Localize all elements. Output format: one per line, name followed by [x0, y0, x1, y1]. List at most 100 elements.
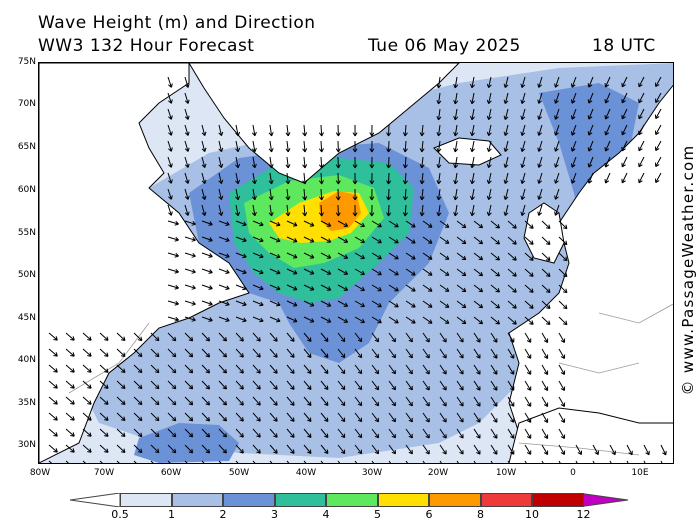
wave-direction-arrow [609, 460, 612, 463]
wave-direction-arrow [320, 236, 332, 243]
wave-direction-arrow [82, 364, 92, 373]
wave-direction-arrow [541, 412, 549, 423]
wave-direction-arrow [558, 284, 568, 294]
wave-direction-arrow [150, 460, 154, 463]
wave-direction-arrow [369, 156, 375, 169]
wave-direction-arrow [470, 108, 475, 121]
wave-direction-arrow [320, 268, 332, 275]
wave-direction-arrow [439, 300, 450, 308]
wave-direction-arrow [386, 140, 392, 153]
wave-direction-arrow [184, 284, 196, 290]
wave-direction-arrow [285, 124, 291, 137]
wave-direction-arrow [439, 220, 450, 228]
wave-direction-arrow [537, 124, 543, 136]
wave-direction-arrow [167, 172, 173, 184]
wave-direction-arrow [422, 460, 426, 463]
wave-direction-arrow [302, 188, 308, 201]
wave-direction-arrow [285, 204, 291, 217]
wave-direction-arrow [388, 348, 396, 359]
wave-direction-arrow [604, 124, 611, 136]
wave-direction-arrow [503, 140, 509, 153]
legend-color-cell [377, 493, 429, 507]
wave-direction-arrow [473, 380, 481, 391]
wave-direction-arrow [439, 380, 447, 391]
wave-direction-arrow [486, 188, 492, 201]
wave-direction-arrow [507, 236, 517, 245]
wave-direction-arrow [643, 444, 650, 456]
wave-direction-arrow [286, 412, 295, 422]
wave-direction-arrow [285, 156, 291, 169]
wave-direction-arrow [558, 396, 566, 407]
wave-direction-arrow [541, 332, 549, 343]
wave-direction-arrow [201, 300, 213, 306]
wave-direction-arrow [252, 380, 261, 390]
wave-direction-arrow [320, 444, 329, 454]
wave-direction-arrow [587, 92, 594, 104]
wave-direction-arrow [201, 332, 211, 342]
wave-direction-arrow [388, 332, 396, 343]
wave-direction-arrow [422, 428, 430, 439]
wave-band-2-3m-south [134, 423, 239, 463]
wave-direction-arrow [235, 332, 244, 342]
wave-direction-arrow [251, 140, 257, 153]
wave-direction-arrow [436, 108, 442, 121]
legend-tick-label: 5 [374, 508, 381, 521]
lon-label: 10W [495, 468, 517, 478]
wave-direction-arrow [419, 172, 425, 185]
wave-direction-arrow [554, 188, 560, 200]
wave-direction-arrow [558, 348, 566, 359]
wave-direction-arrow [570, 108, 577, 120]
wave-direction-arrow [48, 396, 58, 405]
wave-direction-arrow [388, 268, 399, 276]
wave-direction-arrow [184, 188, 190, 200]
wave-direction-arrow [252, 364, 261, 374]
wave-band-2-3m-east [539, 83, 639, 243]
wave-direction-arrow [570, 92, 577, 104]
wave-direction-arrow [252, 252, 264, 259]
wave-direction-arrow [439, 460, 442, 463]
wave-direction-arrow [48, 364, 58, 373]
border-line [558, 362, 640, 374]
wave-direction-arrow [337, 300, 349, 307]
wave-direction-arrow [604, 76, 611, 88]
wave-direction-arrow [235, 364, 244, 374]
wave-direction-arrow [252, 300, 264, 307]
wave-direction-arrow [286, 316, 298, 323]
wave-direction-arrow [621, 140, 628, 152]
wave-direction-arrow [371, 380, 380, 391]
wave-direction-arrow [286, 364, 295, 374]
wave-direction-arrow [269, 332, 278, 342]
wave-direction-arrow [439, 236, 450, 244]
wave-direction-arrow [453, 76, 459, 89]
wave-direction-arrow [99, 428, 109, 437]
wave-direction-arrow [184, 108, 190, 120]
wave-direction-arrow [524, 364, 532, 375]
wave-direction-arrow [235, 268, 247, 275]
wave-direction-arrow [150, 444, 160, 454]
wave-direction-arrow [541, 428, 549, 439]
wave-direction-arrow [554, 204, 560, 216]
wave-direction-arrow [422, 284, 433, 292]
wave-direction-arrow [570, 172, 577, 184]
wave-direction-arrow [167, 236, 179, 242]
wave-direction-arrow [419, 188, 425, 201]
wave-direction-arrow [303, 444, 312, 454]
wave-direction-arrow [302, 172, 308, 185]
wave-direction-arrow [269, 268, 281, 275]
wave-direction-arrow [99, 348, 109, 357]
wave-direction-arrow [456, 444, 464, 455]
wave-direction-arrow [439, 252, 450, 260]
wave-direction-arrow [251, 172, 257, 185]
wave-direction-arrow [453, 204, 459, 217]
wave-direction-arrow [201, 140, 207, 152]
wave-direction-arrow [286, 348, 295, 358]
wave-direction-arrow [167, 396, 177, 406]
wave-direction-arrow [587, 108, 594, 120]
wave-direction-arrow [621, 124, 628, 136]
wave-direction-arrow [269, 284, 281, 291]
legend-color-cell [274, 493, 326, 507]
wave-direction-arrow [354, 460, 358, 463]
wave-direction-arrow [99, 364, 109, 373]
wave-direction-arrow [150, 428, 160, 438]
wave-direction-arrow [388, 316, 399, 324]
